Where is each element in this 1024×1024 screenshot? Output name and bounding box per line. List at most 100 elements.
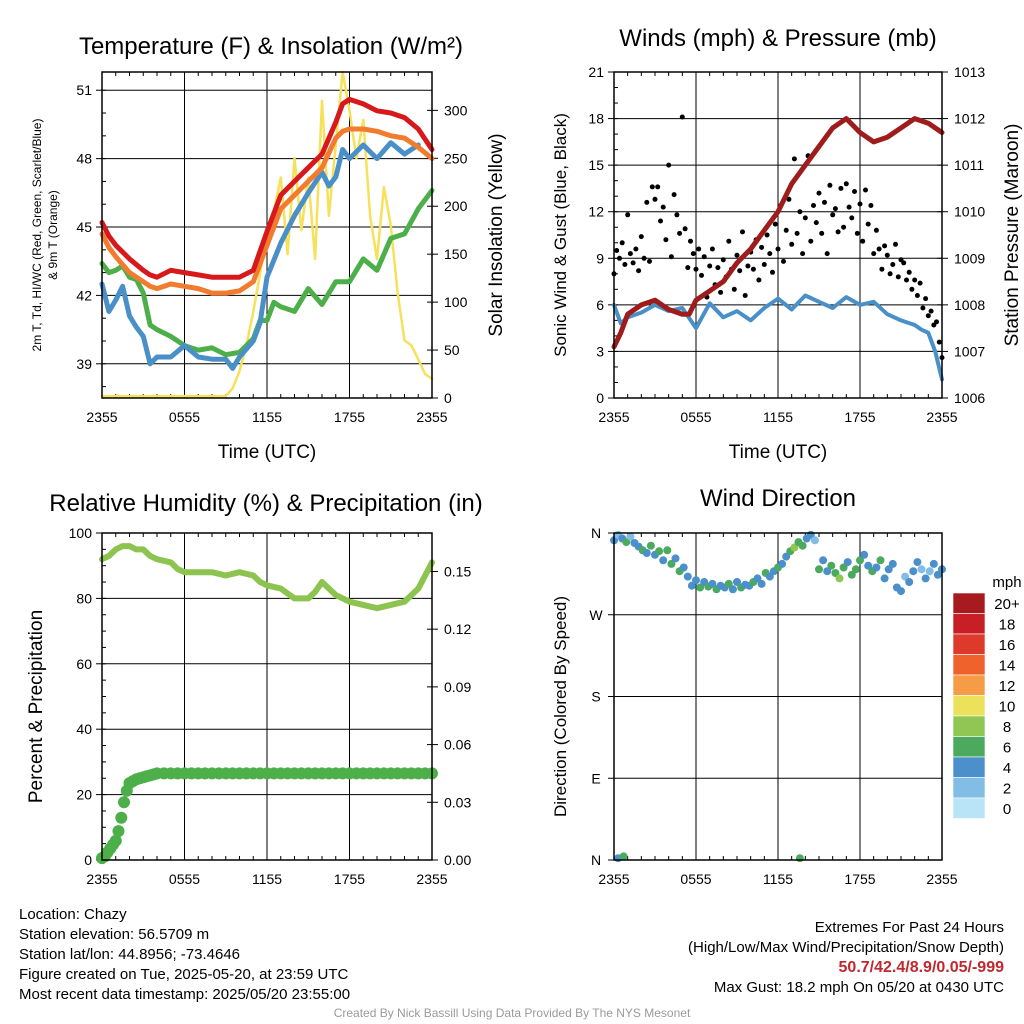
direction-point: [847, 570, 856, 579]
gust-point: [709, 246, 715, 252]
direction-point: [925, 567, 934, 576]
x-tick-label: 0555: [680, 409, 711, 425]
gust-point: [838, 185, 844, 191]
gust-point: [745, 263, 751, 269]
y2-tick-label: 0.15: [444, 563, 471, 579]
gust-point: [852, 189, 857, 194]
x-tick-label: 0555: [169, 409, 200, 425]
extremes-values: 50.7/42.4/8.9/0.05/-999: [838, 959, 1004, 976]
x-tick-label: 2355: [86, 409, 117, 425]
gust-point: [906, 269, 912, 275]
gust-point: [652, 196, 658, 202]
y2-axis-label-group: Solar Insolation (Yellow): [486, 133, 507, 336]
colorbar-label: 20+: [994, 596, 1020, 613]
gust-point: [849, 215, 855, 221]
gust-point: [909, 286, 915, 292]
precip-point: [112, 825, 125, 838]
direction-point: [663, 546, 672, 555]
gust-point: [843, 181, 849, 187]
chart-title: Temperature (F) & Insolation (W/m²): [79, 33, 463, 60]
y-tick-label: 21: [588, 64, 604, 80]
station-info: Location: Chazy Station elevation: 56.57…: [19, 905, 350, 1005]
colorbar-label: 10: [999, 699, 1016, 716]
extremes-box: Extremes For Past 24 Hours (High/Low/Max…: [688, 918, 1004, 998]
gust-point: [638, 234, 644, 240]
direction-point: [933, 570, 942, 579]
y-tick-label: 80: [76, 590, 92, 606]
colorbar-swatch: [952, 633, 986, 655]
gust-point: [734, 252, 740, 258]
y2-tick-label: 250: [444, 150, 468, 166]
plot-border: [613, 532, 943, 861]
gust-point: [822, 199, 827, 205]
precip-point: [115, 811, 128, 824]
x-tick-label: 0555: [169, 871, 200, 887]
y2-tick-label: 150: [444, 246, 468, 262]
gust-point: [688, 238, 693, 244]
x-tick-label: 1755: [844, 409, 875, 425]
gust-point: [674, 212, 680, 218]
gust-point: [832, 206, 838, 212]
gust-point: [863, 187, 868, 193]
gust-point: [742, 293, 748, 298]
colorbar-label: 8: [1003, 719, 1011, 736]
gust-point: [827, 182, 833, 188]
y-tick-label: N: [591, 852, 601, 868]
gust-point: [715, 265, 721, 271]
direction-point: [728, 585, 737, 594]
gust-point: [781, 258, 786, 264]
direction-point: [851, 565, 860, 574]
colorbar-swatch: [952, 715, 986, 737]
gust-point: [690, 251, 696, 257]
gust-point: [668, 254, 674, 260]
figure-created: Figure created on Tue, 2025-05-20, at 23…: [19, 966, 349, 983]
direction-point: [671, 554, 680, 563]
colorbar-label: 2: [1003, 781, 1011, 798]
direction-point: [642, 549, 651, 557]
gust-point: [767, 251, 773, 257]
direction-point: [679, 563, 688, 572]
y-axis-label: Sonic Wind & Gust (Blue, Black): [551, 113, 570, 357]
direction-point: [659, 556, 668, 565]
colorbar-swatch: [952, 756, 986, 778]
y-tick-label: 3: [596, 343, 604, 359]
x-tick-label: 2355: [416, 871, 447, 887]
x-tick-label: 1155: [763, 409, 793, 425]
y-tick-label: 48: [76, 151, 92, 167]
y-axis-label-group: Sonic Wind & Gust (Blue, Black): [551, 113, 570, 357]
y2-tick-label: 0.00: [444, 852, 471, 868]
direction-point: [753, 574, 762, 583]
x-tick-label: 1755: [844, 871, 875, 887]
gust-point: [693, 266, 699, 272]
colorbar-swatch: [952, 777, 986, 799]
gust-point: [917, 280, 923, 286]
y-tick-label: N: [591, 525, 601, 541]
gust-point: [770, 269, 775, 275]
y-tick-label: 100: [69, 525, 93, 541]
gust-point: [677, 230, 683, 236]
colorbar-label: 14: [999, 658, 1016, 675]
x-tick-label: 2355: [926, 409, 957, 425]
colorbar-swatch: [952, 736, 986, 758]
gust-point: [871, 251, 877, 257]
gust-point: [636, 268, 642, 274]
y2-tick-label: 100: [444, 294, 468, 310]
direction-point: [798, 541, 807, 550]
gust-point: [835, 229, 841, 235]
y2-tick-label: 0.12: [444, 621, 471, 637]
y-axis-label: 2m T, Td, HI/WC (Red, Green, Scarlet/Blu…: [30, 119, 44, 352]
gust-point: [740, 229, 745, 235]
y2-tick-label: 200: [444, 198, 468, 214]
gust-point: [619, 240, 625, 246]
gust-point: [783, 227, 789, 233]
gust-point: [854, 230, 860, 236]
gust-point: [685, 265, 691, 271]
x-tick-label: 2355: [926, 871, 957, 887]
gust-point: [759, 244, 765, 250]
y-tick-label: 15: [588, 157, 604, 173]
gust-point: [660, 204, 666, 210]
x-tick-label: 1155: [252, 409, 282, 425]
direction-point: [876, 556, 885, 565]
station-location: Location: Chazy: [19, 906, 127, 923]
direction-point: [778, 559, 787, 568]
